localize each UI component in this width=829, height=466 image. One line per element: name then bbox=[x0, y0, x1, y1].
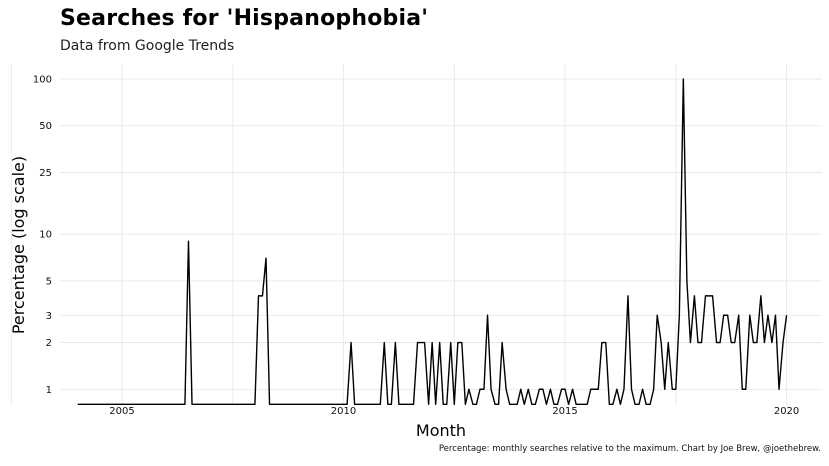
chart-title: Searches for 'Hispanophobia' bbox=[60, 6, 429, 31]
x-tick-label: 2005 bbox=[109, 406, 134, 417]
y-axis-title: Percentage (log scale) bbox=[9, 156, 28, 334]
x-axis-ticks: 2005 2010 2015 2020 bbox=[109, 406, 799, 417]
x-tick-label: 2015 bbox=[552, 406, 577, 417]
y-tick-label: 1 bbox=[46, 385, 52, 396]
chart-subtitle: Data from Google Trends bbox=[60, 38, 235, 54]
x-tick-label: 2010 bbox=[331, 406, 356, 417]
y-tick-label: 50 bbox=[39, 121, 52, 132]
series-line bbox=[77, 78, 788, 405]
x-tick-label: 2020 bbox=[774, 406, 799, 417]
y-tick-label: 5 bbox=[46, 276, 52, 287]
grid-lines bbox=[10, 64, 822, 406]
y-tick-label: 10 bbox=[39, 230, 52, 241]
y-axis-ticks: 1 2 3 5 10 25 50 100 bbox=[33, 75, 52, 396]
y-tick-label: 100 bbox=[33, 75, 52, 86]
chart-caption: Percentage: monthly searches relative to… bbox=[438, 444, 821, 454]
y-tick-label: 2 bbox=[46, 338, 52, 349]
y-tick-label: 3 bbox=[46, 311, 52, 322]
y-tick-label: 25 bbox=[39, 168, 52, 179]
x-axis-title: Month bbox=[416, 421, 466, 440]
